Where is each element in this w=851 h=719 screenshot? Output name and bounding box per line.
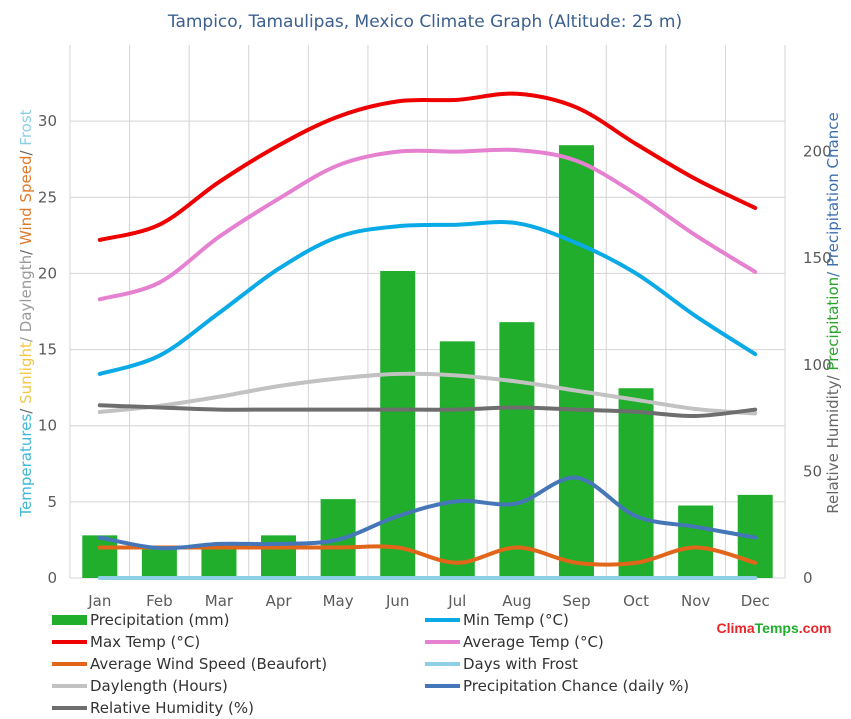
left-tick-label: 25 xyxy=(38,188,57,206)
max-temp-c-line xyxy=(97,91,758,242)
logo-part: .com xyxy=(799,620,832,636)
axis-title-part: Frost xyxy=(17,109,35,145)
precipitation-bar xyxy=(678,505,714,578)
left-tick-label: 20 xyxy=(38,264,57,282)
left-tick-label: 0 xyxy=(47,569,57,587)
legend-label: Average Temp (°C) xyxy=(463,633,604,651)
x-tick-label: Sep xyxy=(562,592,590,610)
legend-label: Precipitation (mm) xyxy=(90,611,229,629)
precipitation-bar xyxy=(201,548,237,578)
axis-title-part: / Daylength xyxy=(17,255,35,342)
left-tick-label: 15 xyxy=(38,341,57,359)
x-tick-label: Mar xyxy=(205,592,234,610)
legend-label: Max Temp (°C) xyxy=(90,633,200,651)
legend-swatch-bar xyxy=(52,615,87,625)
right-tick-label: 100 xyxy=(803,356,832,374)
right-tick-label: 0 xyxy=(803,569,813,587)
x-tick-label: Aug xyxy=(502,592,531,610)
x-tick-label: Feb xyxy=(146,592,173,610)
x-tick-label: May xyxy=(323,592,354,610)
axis-title-part: / Precipitation Chance xyxy=(824,112,842,277)
precipitation-bar xyxy=(380,270,416,578)
legend-label: Daylength (Hours) xyxy=(90,677,228,695)
x-tick-label: Jan xyxy=(87,592,111,610)
x-axis-ticks: Jan Feb Mar Apr May Jun Jul Aug Sep Oct Nov Dec xyxy=(87,592,769,610)
legend-label: Relative Humidity (%) xyxy=(90,699,254,717)
axis-title-part: / xyxy=(17,245,35,255)
axis-title-part: Relative Humidity/ xyxy=(824,371,842,514)
precipitation-bar xyxy=(439,341,475,578)
precipitation-bar xyxy=(141,546,177,578)
axis-title-part: Wind Speed xyxy=(17,156,35,246)
average-wind-speed-beaufort-line xyxy=(97,544,758,567)
precipitation-bar xyxy=(499,322,535,578)
x-tick-label: Jun xyxy=(385,592,409,610)
x-tick-label: Oct xyxy=(623,592,649,610)
axis-title-part: Precipitation xyxy=(824,277,842,371)
right-tick-label: 200 xyxy=(803,143,832,161)
legend-label: Average Wind Speed (Beaufort) xyxy=(90,655,327,673)
average-temp-c-line xyxy=(97,147,758,302)
axis-title-part: / xyxy=(17,404,35,414)
daylength-hours-line xyxy=(97,371,758,416)
legend-label: Precipitation Chance (daily %) xyxy=(463,677,689,695)
chart-grid xyxy=(69,45,786,579)
logo-part: Clima xyxy=(717,620,755,636)
x-tick-label: Jul xyxy=(447,592,466,610)
chart-legend: Precipitation (mm) Min Temp (°C) Max Temp … xyxy=(52,611,689,717)
precipitation-bar xyxy=(618,388,654,578)
precipitation-bar xyxy=(558,145,594,579)
x-tick-label: Dec xyxy=(741,592,770,610)
right-axis-ticks: 0 50 100 150 200 xyxy=(803,143,832,587)
min-temp-c-line xyxy=(97,220,758,376)
chart-title: Tampico, Tamaulipas, Mexico Climate Grap… xyxy=(167,12,682,32)
left-tick-label: 5 xyxy=(47,493,57,511)
logo-part: Temps xyxy=(755,620,799,636)
left-axis-title: Temperatures/ Sunlight/ Daylength/ Wind … xyxy=(17,109,35,517)
precipitation-bar xyxy=(82,535,118,578)
precipitation-chance-daily-line xyxy=(97,475,758,551)
precipitation-bars xyxy=(82,145,773,579)
relative-humidity-line xyxy=(97,403,758,418)
x-tick-label: Apr xyxy=(266,592,293,610)
axis-title-part: Temperatures xyxy=(17,414,35,518)
left-tick-label: 30 xyxy=(38,112,57,130)
left-tick-label: 10 xyxy=(38,417,57,435)
chart-lines xyxy=(97,91,758,580)
legend-label: Days with Frost xyxy=(463,655,578,673)
axis-title-part: / xyxy=(17,146,35,156)
axis-title-part: Sunlight xyxy=(17,342,35,404)
right-tick-label: 150 xyxy=(803,249,832,267)
climatemps-logo[interactable]: ClimaTemps.com xyxy=(717,620,832,636)
right-tick-label: 50 xyxy=(803,462,822,480)
right-axis-title: Relative Humidity/ Precipitation/ Precip… xyxy=(824,112,842,513)
x-tick-label: Nov xyxy=(681,592,710,610)
left-axis-ticks: 0 5 10 15 20 25 30 xyxy=(38,112,57,587)
legend-label: Min Temp (°C) xyxy=(463,611,569,629)
